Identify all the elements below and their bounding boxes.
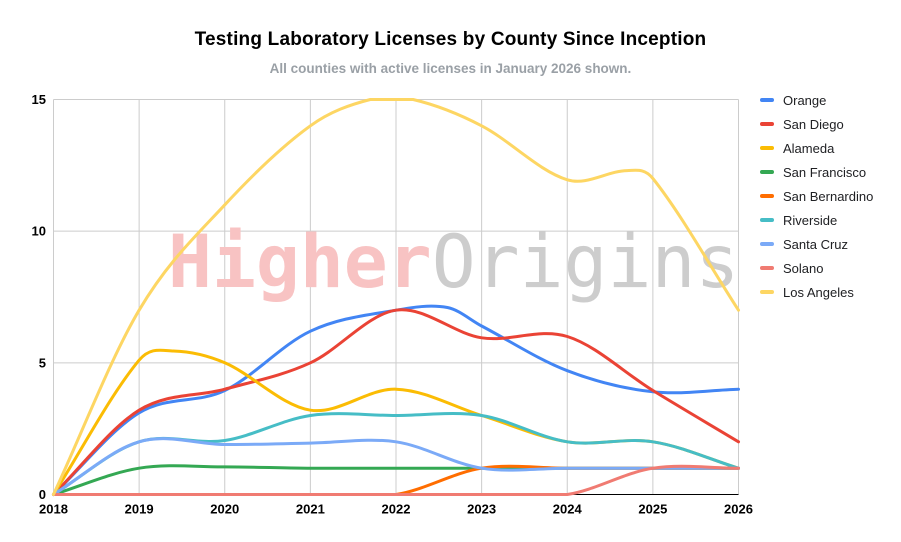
gridlines bbox=[53, 99, 739, 495]
legend-item-san-diego[interactable]: San Diego bbox=[760, 112, 900, 136]
legend-item-santa-cruz[interactable]: Santa Cruz bbox=[760, 232, 900, 256]
series-line-santa-cruz bbox=[52, 437, 740, 496]
legend-swatch-san-diego bbox=[760, 122, 774, 126]
y-tick-label-0: 0 bbox=[39, 487, 46, 502]
legend-label-san-bernardino: San Bernardino bbox=[783, 188, 874, 204]
y-tick-label-10: 10 bbox=[32, 224, 46, 239]
legend-swatch-riverside bbox=[760, 218, 774, 222]
legend-label-san-diego: San Diego bbox=[783, 116, 844, 132]
legend: Orange San Diego Alameda San Francisco San B… bbox=[760, 88, 900, 304]
legend-item-riverside[interactable]: Riverside bbox=[760, 208, 900, 232]
legend-item-san-bernardino[interactable]: San Bernardino bbox=[760, 184, 900, 208]
x-tick-label-2020: 2020 bbox=[210, 502, 239, 517]
legend-label-riverside: Riverside bbox=[783, 212, 838, 228]
legend-label-orange: Orange bbox=[783, 92, 827, 108]
axis-labels: 2018 2019 2020 2021 2022 2023 2024 2025 2026 0 5 10… bbox=[32, 92, 753, 517]
legend-label-solano: Solano bbox=[783, 260, 824, 276]
watermark-part2: Origins bbox=[432, 220, 740, 305]
series-line-san-diego bbox=[52, 308, 740, 496]
series-line-solano bbox=[52, 464, 740, 497]
x-tick-label-2018: 2018 bbox=[39, 502, 68, 517]
legend-swatch-los-angeles bbox=[760, 290, 774, 294]
legend-swatch-santa-cruz bbox=[760, 242, 774, 246]
y-tick-label-5: 5 bbox=[39, 355, 46, 370]
legend-swatch-orange bbox=[760, 98, 774, 102]
series-lines bbox=[52, 98, 740, 497]
legend-swatch-solano bbox=[760, 266, 774, 270]
legend-label-alameda: Alameda bbox=[783, 140, 835, 156]
y-tick-label-15: 15 bbox=[32, 92, 46, 107]
x-tick-label-2022: 2022 bbox=[382, 502, 411, 517]
x-tick-label-2026: 2026 bbox=[724, 502, 753, 517]
x-tick-label-2025: 2025 bbox=[638, 502, 667, 517]
legend-swatch-san-bernardino bbox=[760, 194, 774, 198]
chart-title: Testing Laboratory Licenses by County Si… bbox=[194, 29, 707, 50]
legend-item-solano[interactable]: Solano bbox=[760, 256, 900, 280]
legend-label-los-angeles: Los Angeles bbox=[783, 284, 854, 300]
legend-item-san-francisco[interactable]: San Francisco bbox=[760, 160, 900, 184]
legend-item-los-angeles[interactable]: Los Angeles bbox=[760, 280, 900, 304]
legend-swatch-alameda bbox=[760, 146, 774, 150]
legend-item-orange[interactable]: Orange bbox=[760, 88, 900, 112]
x-tick-label-2023: 2023 bbox=[467, 502, 496, 517]
watermark-text: HigherOrigins bbox=[168, 220, 739, 305]
legend-swatch-san-francisco bbox=[760, 170, 774, 174]
x-tick-label-2024: 2024 bbox=[553, 502, 583, 517]
chart-subtitle: All counties with active licenses in Jan… bbox=[269, 61, 632, 76]
series-line-los-angeles bbox=[52, 98, 740, 496]
legend-item-alameda[interactable]: Alameda bbox=[760, 136, 900, 160]
x-tick-label-2021: 2021 bbox=[296, 502, 325, 517]
watermark-part1: Higher bbox=[168, 220, 432, 305]
legend-label-san-francisco: San Francisco bbox=[783, 164, 867, 180]
x-tick-label-2019: 2019 bbox=[125, 502, 154, 517]
legend-label-santa-cruz: Santa Cruz bbox=[783, 236, 849, 252]
series-line-orange bbox=[52, 304, 740, 496]
